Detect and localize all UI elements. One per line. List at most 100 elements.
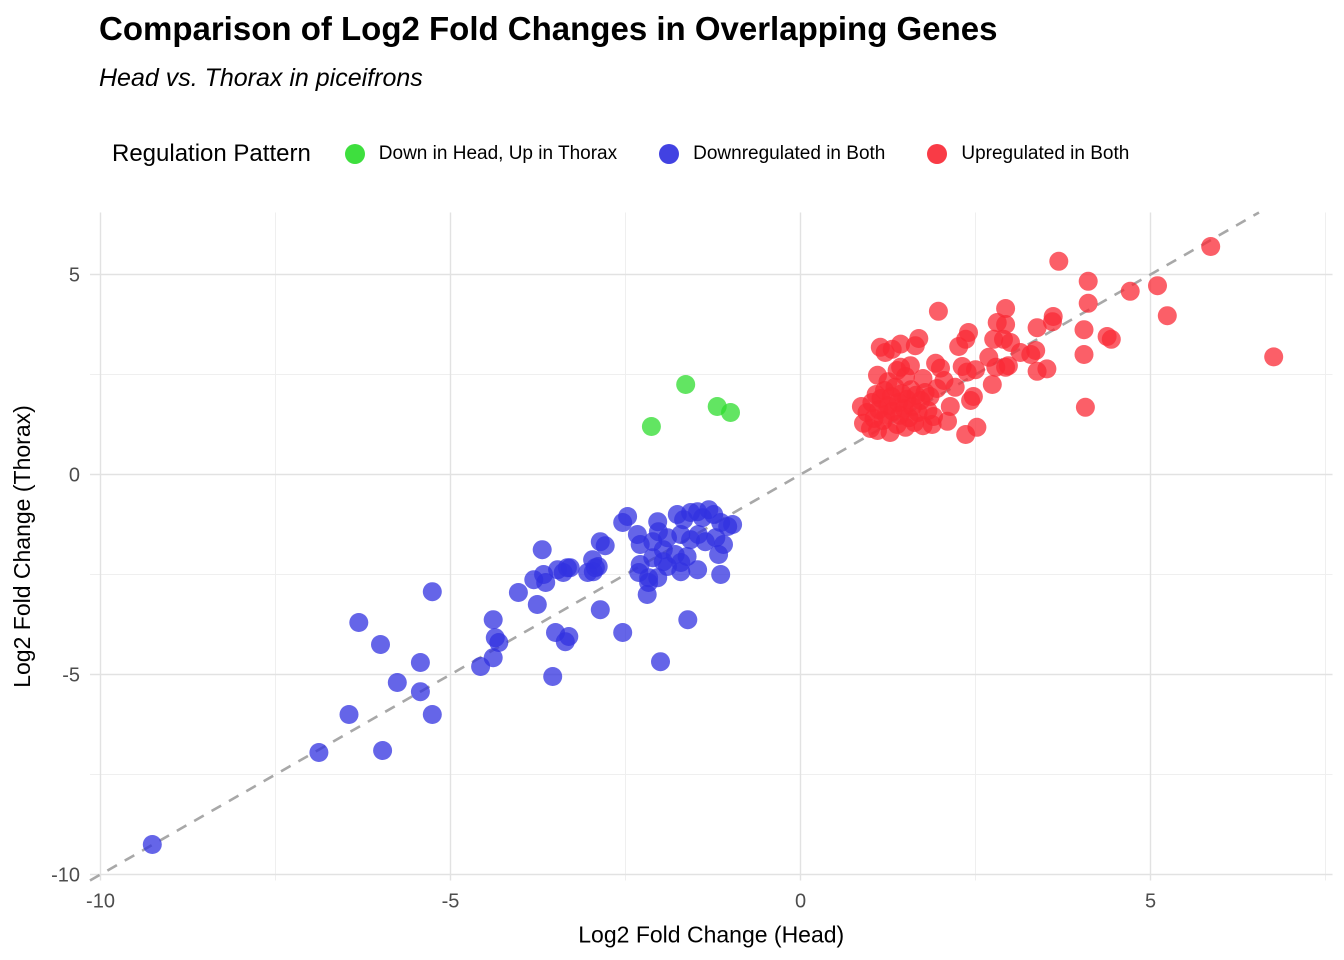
data-point [532,540,552,560]
data-point [387,673,407,692]
data-point [613,513,633,532]
figure-title: Comparison of Log2 Fold Changes in Overl… [99,10,998,47]
data-point [896,367,915,386]
data-point [508,583,528,602]
data-point [959,323,978,342]
data-point [613,623,633,642]
data-point [651,652,670,672]
data-point [928,301,948,321]
data-point [940,397,960,416]
data-point [1148,276,1167,296]
legend-item-green: Down in Head, Up in Thorax [344,143,618,165]
data-point [956,425,976,444]
legend-title: Regulation Pattern [112,140,311,167]
legend-label: Down in Head, Up in Thorax [378,143,618,164]
data-point [1201,237,1221,256]
data-point [949,337,969,356]
data-point [1043,307,1063,326]
y-tick-label: -5 [62,665,80,687]
data-point [637,585,657,604]
data-point [309,743,329,762]
data-point [688,560,708,580]
data-point [913,369,933,388]
green-dot-icon [344,144,365,164]
y-axis-label: Log2 Fold Change (Thorax) [9,405,35,688]
data-point [987,313,1007,332]
data-point [1157,306,1177,326]
x-tick-label: 5 [1145,891,1156,913]
blue-dot-icon [659,144,680,164]
data-point [595,536,615,556]
data-point [534,565,554,584]
data-point [653,552,673,572]
data-point [868,365,887,385]
data-point [410,682,430,702]
data-point [1120,281,1140,301]
data-point [648,568,668,588]
data-point [934,371,954,390]
data-point [1075,397,1095,417]
data-point [996,299,1016,318]
data-point [961,391,981,410]
data-point [1078,271,1098,291]
legend-item-blue: Downregulated in Both [659,143,885,165]
data-point [543,667,563,686]
data-point [489,633,509,652]
data-point [578,563,598,582]
data-point [1074,320,1094,340]
data-point [982,375,1002,394]
legend: Regulation Pattern Down in Head, Up in T… [112,136,1171,172]
data-point [590,600,610,620]
data-point [891,334,911,354]
data-point [721,403,740,422]
data-point [555,632,575,652]
x-axis-label: Log2 Fold Change (Head) [578,922,844,948]
data-point [371,635,390,654]
y-tick-label: 5 [69,265,80,287]
data-point [875,343,895,362]
data-point [142,835,162,854]
data-point [905,336,925,356]
y-tick-label: -10 [51,865,80,887]
data-point [349,613,369,632]
data-point [711,565,731,584]
figure-subtitle: Head vs. Thorax in piceifrons [99,64,423,92]
data-point [676,375,696,394]
legend-label: Upregulated in Both [961,143,1130,164]
x-tick-label: 0 [795,891,806,913]
data-point [678,610,698,630]
data-point [641,417,661,436]
legend-label: Downregulated in Both [693,143,886,164]
x-tick-label: -5 [442,891,460,913]
data-point [373,741,393,760]
data-point [339,705,359,724]
data-point [1027,318,1047,338]
data-point [1078,293,1098,313]
data-point [1101,329,1121,349]
data-point [410,653,430,672]
data-point [1026,341,1046,360]
data-point [527,595,547,614]
y-tick-label: 0 [69,465,80,487]
red-dot-icon [927,144,948,164]
data-point [1264,347,1284,367]
x-tick-label: -10 [86,891,115,913]
data-point [1049,251,1069,271]
data-point [998,356,1018,376]
data-point [422,705,442,724]
data-point [984,329,1004,349]
data-point [1074,345,1094,364]
data-point [557,558,577,578]
data-point [471,657,491,676]
data-point [924,407,943,426]
data-point [709,545,729,564]
identity-line [89,211,1260,882]
data-point [957,362,977,382]
legend-item-red: Upregulated in Both [927,143,1129,165]
data-point [483,610,503,630]
data-point [671,553,691,572]
data-point [723,515,743,534]
data-point [1037,359,1057,379]
